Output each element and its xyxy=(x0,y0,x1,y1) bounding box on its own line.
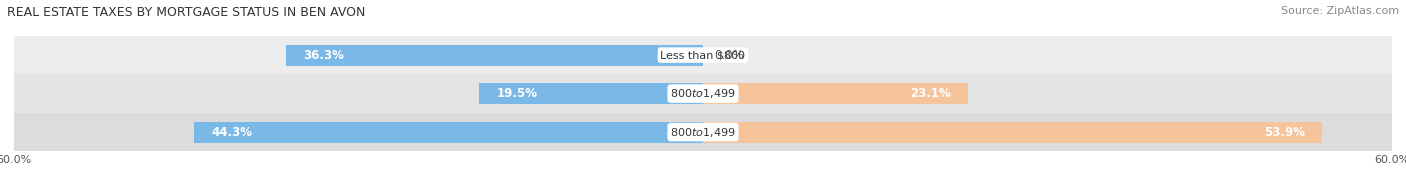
Bar xyxy=(703,121,1322,143)
Bar xyxy=(14,74,1392,113)
Text: 23.1%: 23.1% xyxy=(910,87,950,100)
Bar xyxy=(479,83,703,104)
Text: REAL ESTATE TAXES BY MORTGAGE STATUS IN BEN AVON: REAL ESTATE TAXES BY MORTGAGE STATUS IN … xyxy=(7,6,366,19)
Text: 0.0%: 0.0% xyxy=(714,49,744,62)
Text: $800 to $1,499: $800 to $1,499 xyxy=(671,87,735,100)
Text: 19.5%: 19.5% xyxy=(496,87,537,100)
Text: Less than $800: Less than $800 xyxy=(661,50,745,60)
Text: Source: ZipAtlas.com: Source: ZipAtlas.com xyxy=(1281,6,1399,16)
Bar xyxy=(287,44,703,66)
Text: 36.3%: 36.3% xyxy=(304,49,344,62)
Text: 44.3%: 44.3% xyxy=(211,126,253,139)
Bar xyxy=(14,113,1392,151)
Text: 53.9%: 53.9% xyxy=(1264,126,1305,139)
Text: $800 to $1,499: $800 to $1,499 xyxy=(671,126,735,139)
Bar xyxy=(194,121,703,143)
Bar xyxy=(703,83,969,104)
Bar xyxy=(14,36,1392,74)
